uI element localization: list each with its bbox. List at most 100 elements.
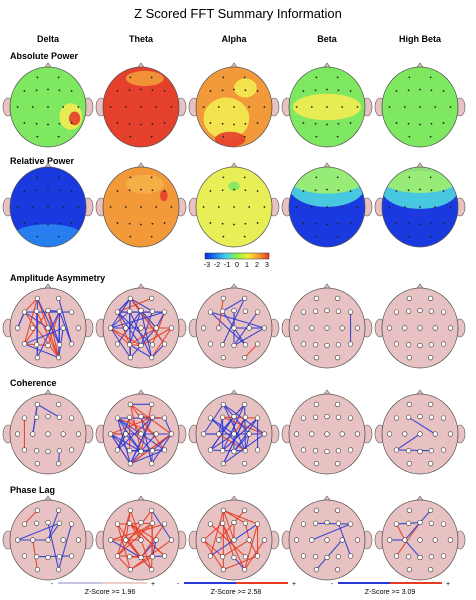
electrode-marker [347, 521, 354, 527]
electrode-dot [419, 223, 421, 226]
electrode-dot [429, 235, 432, 238]
electrode-marker [402, 537, 408, 543]
connection-line [36, 298, 60, 345]
electrode-marker [406, 414, 412, 420]
electrode-marker [45, 342, 51, 349]
map-blob [203, 97, 250, 140]
electrode-marker [138, 325, 144, 331]
connection-line [24, 327, 64, 345]
map-blob [13, 224, 83, 247]
electrode-dot [315, 235, 318, 238]
electrode-marker [33, 414, 40, 420]
electrode-dot [150, 76, 153, 79]
electrode-marker [254, 309, 261, 315]
electrode-marker [428, 414, 435, 420]
electrode-dot [140, 206, 142, 208]
electrode-marker [335, 308, 342, 314]
electrode-marker [387, 325, 393, 331]
electrode-marker [33, 448, 40, 454]
electrode-marker [127, 507, 133, 513]
head-outline [195, 499, 273, 581]
electrode-marker [440, 415, 447, 421]
connection-line [110, 433, 131, 464]
color-scale-bar: -3 -2 -1 0 1 2 3 [204, 252, 270, 269]
electrode-marker [347, 415, 354, 421]
electrode-dot [31, 106, 34, 108]
head-outline [381, 166, 459, 248]
electrode-dot [263, 106, 266, 108]
electrode-marker [300, 415, 307, 421]
head-phase-lag-alpha [188, 495, 280, 581]
electrode-dot [442, 222, 445, 224]
electrode-marker [393, 553, 400, 559]
electrode-marker [313, 342, 319, 348]
electrode-marker [432, 431, 438, 437]
electrode-dot [170, 206, 173, 208]
electrode-marker [149, 448, 155, 454]
electrode-dot [233, 223, 235, 226]
connection-line [233, 311, 259, 346]
connection-line [151, 539, 157, 557]
electrode-marker [149, 461, 155, 467]
connection-line [244, 539, 265, 570]
electrode-dot [35, 122, 38, 125]
electrode-dot [243, 135, 246, 138]
connection-line [210, 433, 235, 451]
connection-line [117, 522, 153, 525]
head-coherence-alpha [188, 389, 280, 475]
electrode-marker [30, 537, 36, 543]
electrode-marker [149, 308, 155, 314]
electrode-dot [155, 206, 158, 208]
electrode-dot [295, 206, 298, 208]
connection-line [130, 556, 153, 571]
electrode-dot [163, 222, 166, 224]
connection-line [24, 343, 59, 359]
head-coherence-high-beta [374, 389, 466, 475]
electrode-marker [114, 447, 121, 453]
electrode-marker [242, 401, 248, 407]
head-outline [195, 393, 273, 475]
electrode-dot [16, 106, 19, 108]
connection-line [222, 416, 258, 419]
electrode-dot [129, 76, 132, 79]
map-blob [160, 189, 168, 202]
electrode-dot [408, 76, 411, 79]
electrode-dot [124, 106, 127, 108]
electrode-marker [127, 448, 133, 454]
electrode-marker [138, 537, 144, 543]
electrode-marker [56, 401, 62, 407]
electrode-marker [127, 342, 133, 348]
electrode-marker [231, 519, 237, 526]
electrode-marker [68, 553, 75, 559]
connection-line [58, 298, 73, 345]
section-coherence: Coherence [10, 378, 57, 388]
electrode-marker [231, 325, 237, 331]
color-scale-tick: 3 [265, 262, 269, 269]
electrode-marker [294, 431, 300, 437]
electrode-dot [221, 222, 224, 225]
electrode-dot [326, 206, 328, 208]
connection-line [244, 343, 258, 359]
connection-line [244, 433, 250, 451]
electrode-dot [150, 135, 153, 138]
connection-line [222, 510, 235, 541]
electrode-dot [36, 76, 39, 79]
color-scale-tick: 0 [235, 262, 239, 269]
electrode-dot [47, 206, 49, 208]
connection-line [116, 311, 142, 346]
connection-line [129, 417, 153, 464]
connection-line [140, 404, 153, 452]
threshold-plus: + [151, 581, 155, 588]
electrode-marker [45, 307, 51, 314]
electrode-dot [403, 106, 406, 108]
electrode-marker [207, 447, 214, 453]
head-outline [381, 287, 459, 369]
electrode-dot [217, 206, 220, 208]
electrode-marker [324, 554, 330, 561]
electrode-marker [406, 554, 412, 560]
electrode-marker [313, 507, 319, 513]
electrode-marker [114, 415, 121, 421]
electrode-marker [406, 308, 412, 314]
electrode-marker [300, 341, 307, 347]
electrode-marker [220, 295, 226, 301]
